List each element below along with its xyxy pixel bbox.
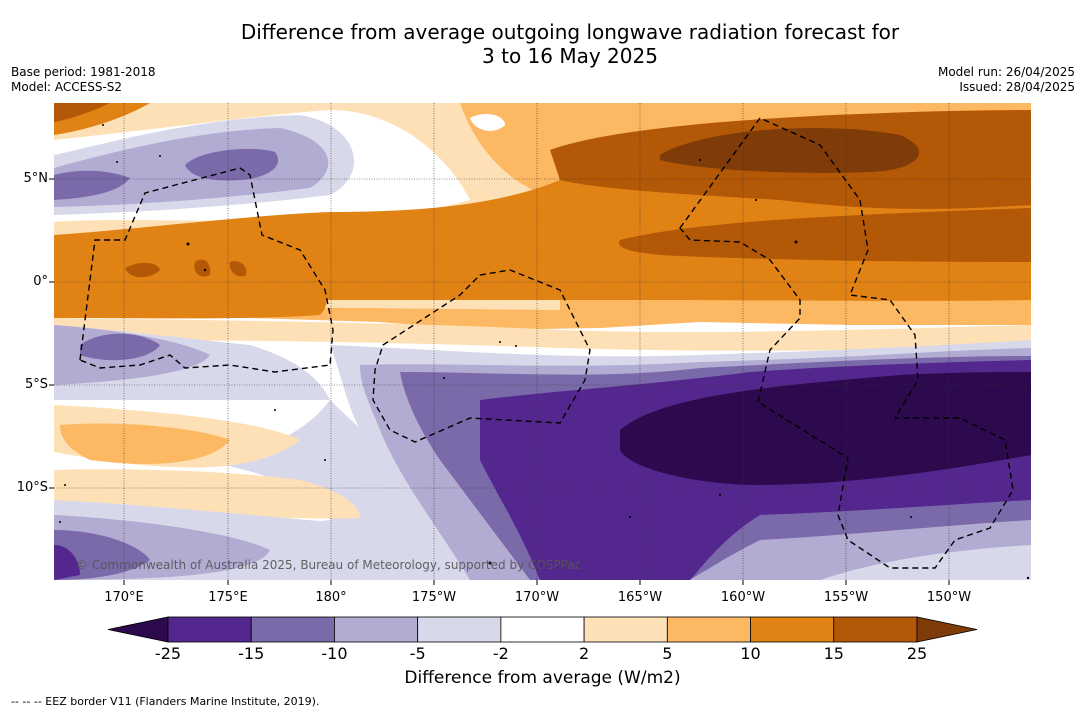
colorbar-tick-label: -10 — [321, 644, 348, 663]
colorbar-segment — [334, 616, 419, 643]
meta-right: Model run: 26/04/2025 Issued: 28/04/2025 — [938, 65, 1075, 95]
colorbar — [107, 616, 978, 643]
model-run: Model run: 26/04/2025 — [937, 65, 1075, 79]
title-line-2: 3 to 16 May 2025 — [482, 44, 658, 68]
colorbar-tick-label: 25 — [906, 644, 928, 663]
lon-label-155w: 155°W — [823, 590, 869, 605]
colorbar-segment — [417, 616, 502, 643]
lat-label-0: 0° — [33, 274, 48, 289]
colorbar-segment — [167, 616, 252, 643]
colorbar-tick-label: -25 — [154, 644, 182, 663]
lon-label-150w: 150°W — [926, 590, 972, 605]
lon-label-180: 180° — [315, 590, 347, 605]
axis-ticks — [49, 178, 950, 585]
title-line-1: Difference from average outgoing longwav… — [240, 20, 900, 44]
copyright-notice: © Commonwealth of Australia 2025, Bureau… — [76, 558, 582, 572]
colorbar-tick-label: 2 — [579, 644, 590, 663]
colorbar-tick-label: 15 — [823, 644, 844, 663]
colorbar-title: Difference from average (W/m2) — [404, 668, 681, 688]
colorbar-segment — [250, 616, 335, 643]
issued-date: Issued: 28/04/2025 — [959, 80, 1075, 94]
colorbar-tick-label: -5 — [409, 644, 426, 663]
colorbar-tick-label: -15 — [238, 644, 265, 663]
map-title: Difference from average outgoing longwav… — [0, 20, 1085, 68]
eez-border — [79, 117, 1014, 569]
colorbar-segment — [750, 616, 835, 643]
lon-label-170w: 170°W — [514, 590, 560, 605]
colorbar-segment — [583, 616, 668, 643]
colorbar-segment — [833, 616, 918, 643]
olr-anomaly-field — [54, 103, 1031, 580]
colorbar-tick-label: 10 — [740, 644, 761, 663]
colorbar-tick-label: 5 — [662, 644, 673, 663]
colorbar-segment — [666, 616, 751, 643]
lon-label-175w: 175°W — [411, 590, 457, 605]
colorbar-extend-low — [107, 616, 169, 643]
lon-label-170e: 170°E — [104, 590, 144, 605]
lat-label-5n: 5°N — [23, 171, 49, 186]
lon-label-160w: 160°W — [720, 590, 766, 605]
base-period: Base period: 1981-2018 — [11, 65, 156, 79]
lat-label-5s: 5°S — [24, 377, 48, 392]
meta-left: Base period: 1981-2018 Model: ACCESS-S2 — [11, 65, 156, 95]
eez-footnote: -- -- -- EEZ border V11 (Flanders Marine… — [11, 695, 320, 708]
colorbar-extend-high — [916, 616, 978, 643]
lon-label-175e: 175°E — [208, 590, 248, 605]
lon-label-165w: 165°W — [617, 590, 663, 605]
colorbar-segment — [500, 616, 585, 643]
model-name: Model: ACCESS-S2 — [11, 80, 123, 94]
colorbar-tick-label: -2 — [492, 644, 509, 663]
lat-label-10s: 10°S — [16, 480, 48, 495]
